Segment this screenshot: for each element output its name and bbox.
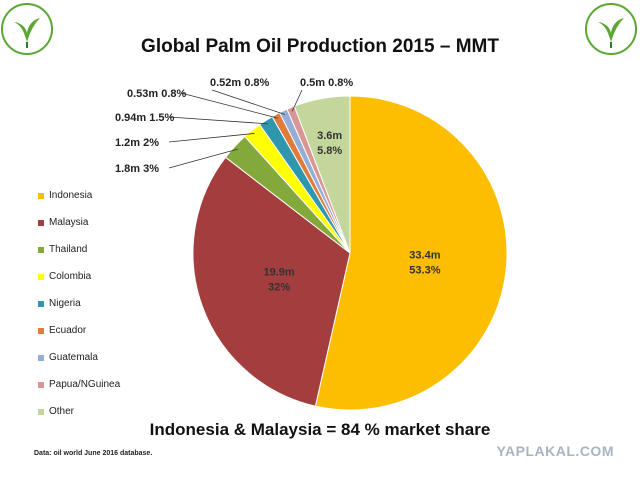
legend-item-ecuador: Ecuador (38, 317, 120, 344)
greenpalm-logo-left (1, 3, 53, 55)
legend-label: Malaysia (49, 217, 89, 228)
callout-line-guatemala (211, 89, 286, 115)
pie-slice-malaysia (192, 156, 351, 407)
chart-title: Global Palm Oil Production 2015 – MMT (141, 36, 499, 57)
legend-item-nigeria: Nigeria (38, 290, 120, 317)
pie-slice-indonesia (314, 95, 508, 411)
watermark: YAPLAKAL.COM (496, 443, 614, 459)
legend-swatch (38, 273, 44, 280)
callout-line-nigeria (168, 116, 268, 125)
callout-line-ecuador (180, 92, 278, 119)
callout-label-thailand: 1.8m 3% (115, 163, 159, 175)
chart-legend: Indonesia Malaysia Thailand Colombia Nigeria… (38, 182, 120, 425)
legend-swatch (38, 408, 44, 415)
legend-label: Colombia (49, 271, 92, 282)
legend-swatch (38, 381, 44, 388)
legend-label: Papua/NGuinea (49, 379, 121, 390)
legend-label: Nigeria (49, 298, 81, 309)
legend-item-malaysia: Malaysia (38, 209, 120, 236)
legend-swatch (38, 354, 44, 361)
callout-line-thailand (168, 148, 238, 169)
callout-label-ecuador: 0.53m 0.8% (127, 88, 187, 100)
data-source-note: Data: oil world June 2016 database. (34, 450, 153, 457)
legend-label: Guatemala (49, 352, 98, 363)
legend-item-indonesia: Indonesia (38, 182, 120, 209)
callout-line-papua-nguinea (291, 89, 303, 112)
callout-label-colombia: 1.2m 2% (115, 137, 159, 149)
callout-label-papua-nguinea: 0.5m 0.8% (300, 77, 353, 89)
legend-item-other: Other (38, 398, 120, 425)
slice-label-indonesia: 33.4m 53.3% (409, 249, 440, 276)
legend-label: Thailand (49, 244, 88, 255)
legend-label: Ecuador (49, 325, 87, 336)
legend-label: Other (49, 406, 75, 417)
legend-item-guatemala: Guatemala (38, 344, 120, 371)
legend-swatch (38, 300, 44, 307)
callout-line-colombia (168, 133, 255, 143)
legend-label: Indonesia (49, 190, 93, 201)
legend-swatch (38, 192, 44, 199)
market-share-note: Indonesia & Malaysia = 84 % market share (149, 420, 491, 439)
callout-label-guatemala: 0.52m 0.8% (210, 77, 270, 89)
legend-swatch (38, 246, 44, 253)
callout-label-nigeria: 0.94m 1.5% (115, 112, 175, 124)
legend-item-thailand: Thailand (38, 236, 120, 263)
legend-swatch (38, 219, 44, 226)
greenpalm-logo-right (585, 3, 637, 55)
slice-label-malaysia: 19.9m 32% (264, 267, 295, 294)
legend-swatch (38, 327, 44, 334)
legend-item-papua-nguinea: Papua/NGuinea (38, 371, 120, 398)
legend-item-colombia: Colombia (38, 263, 120, 290)
slice-label-other: 3.6m 5.8% (317, 130, 342, 157)
